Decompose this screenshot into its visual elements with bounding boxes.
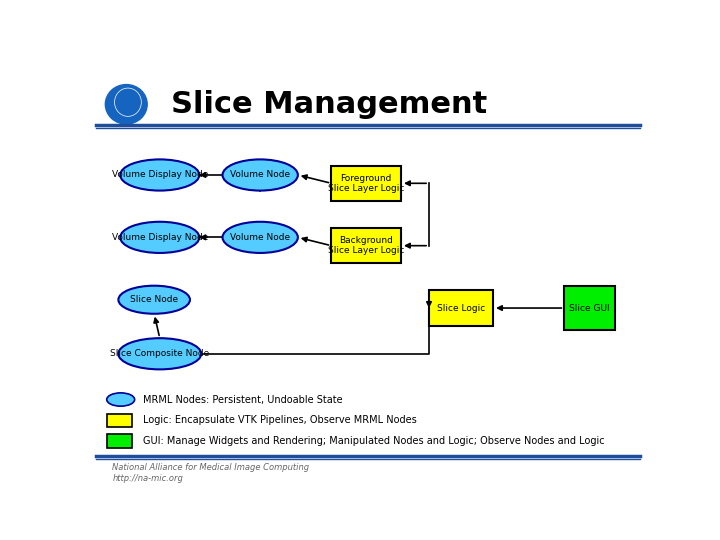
Text: Slice GUI: Slice GUI [569,303,610,313]
FancyBboxPatch shape [564,286,615,330]
Text: Volume Display Node: Volume Display Node [112,171,208,179]
Text: Volume Node: Volume Node [230,233,290,242]
Ellipse shape [120,222,199,253]
Text: Logic: Encapsulate VTK Pipelines, Observe MRML Nodes: Logic: Encapsulate VTK Pipelines, Observ… [143,415,417,426]
Text: Background
Slice Layer Logic: Background Slice Layer Logic [328,236,405,255]
FancyBboxPatch shape [107,414,132,427]
Text: GUI: Manage Widgets and Rendering; Manipulated Nodes and Logic; Observe Nodes an: GUI: Manage Widgets and Rendering; Manip… [143,436,605,446]
Ellipse shape [118,286,190,314]
Text: Foreground
Slice Layer Logic: Foreground Slice Layer Logic [328,173,405,193]
Ellipse shape [222,222,298,253]
Ellipse shape [107,393,135,406]
Text: Volume Node: Volume Node [230,171,290,179]
Text: Slice Node: Slice Node [130,295,179,304]
FancyBboxPatch shape [107,435,132,448]
Ellipse shape [222,159,298,191]
FancyBboxPatch shape [429,291,493,326]
Ellipse shape [118,338,201,369]
Ellipse shape [114,88,141,116]
Text: Volume Display Node: Volume Display Node [112,233,208,242]
Text: Slice Composite Node: Slice Composite Node [110,349,210,358]
FancyBboxPatch shape [331,166,401,201]
Text: Slice Management: Slice Management [171,90,487,119]
Text: Slice Logic: Slice Logic [437,303,485,313]
Ellipse shape [120,159,199,191]
Text: National Alliance for Medical Image Computing
http://na-mic.org: National Alliance for Medical Image Comp… [112,463,310,483]
Text: MRML Nodes: Persistent, Undoable State: MRML Nodes: Persistent, Undoable State [143,395,343,404]
Ellipse shape [105,85,147,124]
FancyBboxPatch shape [331,228,401,264]
